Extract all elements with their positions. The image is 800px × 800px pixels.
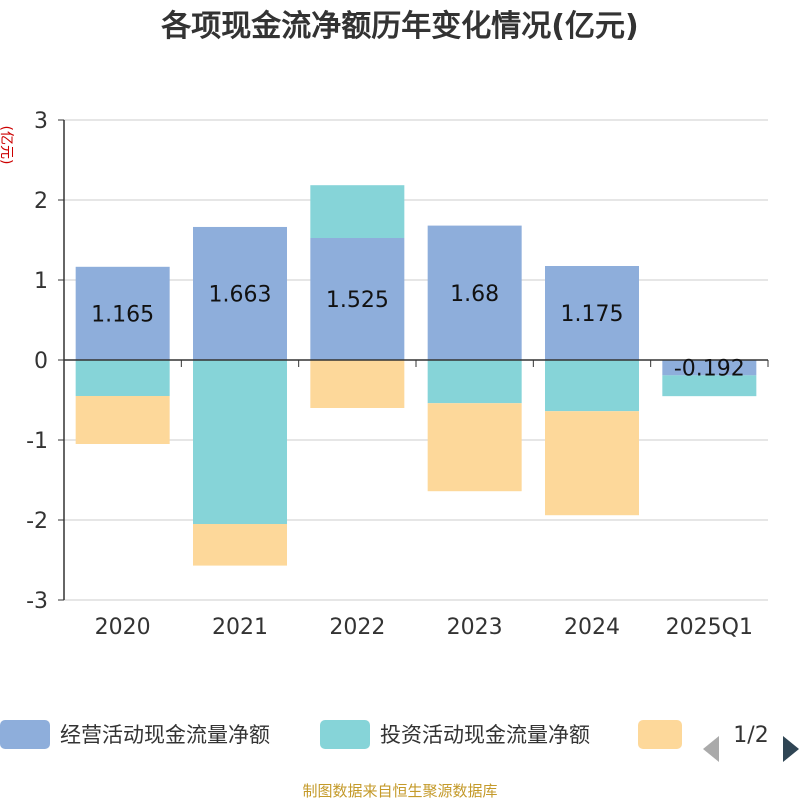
data-labels: 1.165 1.663 1.525 1.68 1.175 -0.192 — [91, 282, 745, 382]
bar-2022-series-3 — [310, 360, 405, 408]
bar-2024-series-1 — [545, 266, 639, 360]
bar-2023-series-3 — [427, 403, 522, 492]
bar-2024-series-2 — [545, 360, 639, 412]
x-tick-label: 2025Q1 — [666, 615, 753, 640]
bar-2023-series-2 — [427, 360, 522, 404]
data-label: -0.192 — [674, 357, 745, 382]
bar-2023-series-1 — [427, 225, 522, 360]
x-tick-label: 2020 — [95, 615, 151, 640]
x-tick-label: 2022 — [329, 615, 385, 640]
bar-2020-series-2 — [75, 360, 170, 396]
legend-page-number: 1/2 — [733, 723, 768, 748]
legend-swatch — [638, 720, 682, 749]
legend-swatch — [320, 720, 370, 749]
data-label: 1.663 — [209, 282, 272, 307]
legend-label: 经营活动现金流量净额 — [60, 723, 270, 747]
bar-2021-series-3 — [193, 524, 287, 566]
data-label: 1.525 — [326, 288, 389, 313]
data-source: 制图数据来自恒生聚源数据库 — [302, 782, 497, 800]
legend-pager[interactable]: 1/2 — [703, 723, 799, 762]
next-page-icon[interactable] — [783, 736, 799, 762]
bar-2021-series-2 — [193, 360, 287, 524]
chart-title: 各项现金流净额历年变化情况(亿元) — [160, 9, 638, 44]
bar-2021-series-1 — [193, 226, 287, 360]
legend-label: 投资活动现金流量净额 — [380, 723, 590, 747]
y-tick-label: 3 — [34, 109, 48, 134]
bar-2022-series-1 — [310, 238, 405, 360]
legend: 经营活动现金流量净额 投资活动现金流量净额 — [0, 720, 682, 749]
y-tick-label: 0 — [34, 349, 48, 374]
bar-2020-series-3 — [75, 396, 170, 444]
legend-swatch — [0, 720, 50, 749]
x-tick-label: 2023 — [447, 615, 503, 640]
bars — [75, 185, 757, 566]
data-label: 1.175 — [561, 302, 624, 327]
prev-page-icon[interactable] — [703, 736, 719, 762]
bar-2024-series-3 — [545, 411, 639, 516]
bar-2020-series-1 — [75, 266, 170, 360]
gridlines — [64, 119, 768, 601]
y-tick-label: 2 — [34, 189, 48, 214]
y-tick-label: 1 — [34, 269, 48, 294]
x-tick-label: 2024 — [564, 615, 620, 640]
y-axis-label: (亿元) — [0, 126, 14, 165]
y-tick-label: -2 — [26, 509, 48, 534]
bar-2025Q1-series-2 — [662, 375, 757, 397]
y-tick-label: -3 — [26, 589, 48, 614]
x-tick-label: 2021 — [212, 615, 268, 640]
axes: 3 2 1 0 -1 -2 -3 2020 2021 2022 2023 2024 2025Q1 — [26, 109, 769, 640]
data-label: 1.68 — [450, 282, 499, 307]
y-tick-label: -1 — [26, 429, 48, 454]
data-label: 1.165 — [91, 302, 154, 327]
bar-2022-series-2 — [310, 185, 405, 238]
bar-2025Q1-series-1 — [662, 360, 757, 376]
